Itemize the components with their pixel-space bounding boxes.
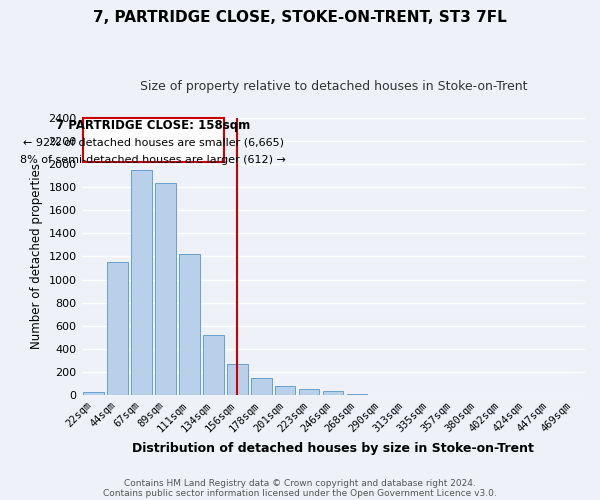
- Bar: [155, 182, 176, 395]
- Bar: [179, 254, 200, 395]
- Bar: [107, 262, 128, 395]
- Bar: [347, 394, 367, 395]
- Bar: [131, 170, 152, 395]
- Bar: [323, 391, 343, 395]
- FancyBboxPatch shape: [83, 118, 224, 162]
- Bar: [227, 364, 248, 395]
- Text: 8% of semi-detached houses are larger (612) →: 8% of semi-detached houses are larger (6…: [20, 155, 286, 165]
- Title: Size of property relative to detached houses in Stoke-on-Trent: Size of property relative to detached ho…: [140, 80, 527, 93]
- Text: Contains public sector information licensed under the Open Government Licence v3: Contains public sector information licen…: [103, 488, 497, 498]
- Bar: [371, 394, 391, 395]
- Text: ← 92% of detached houses are smaller (6,665): ← 92% of detached houses are smaller (6,…: [23, 137, 284, 147]
- Bar: [203, 335, 224, 395]
- Bar: [251, 378, 272, 395]
- Text: 7 PARTRIDGE CLOSE: 158sqm: 7 PARTRIDGE CLOSE: 158sqm: [56, 119, 251, 132]
- Bar: [83, 392, 104, 395]
- Bar: [299, 390, 319, 395]
- Bar: [275, 386, 295, 395]
- Y-axis label: Number of detached properties: Number of detached properties: [30, 164, 43, 350]
- Text: Contains HM Land Registry data © Crown copyright and database right 2024.: Contains HM Land Registry data © Crown c…: [124, 478, 476, 488]
- X-axis label: Distribution of detached houses by size in Stoke-on-Trent: Distribution of detached houses by size …: [133, 442, 534, 455]
- Text: 7, PARTRIDGE CLOSE, STOKE-ON-TRENT, ST3 7FL: 7, PARTRIDGE CLOSE, STOKE-ON-TRENT, ST3 …: [93, 10, 507, 25]
